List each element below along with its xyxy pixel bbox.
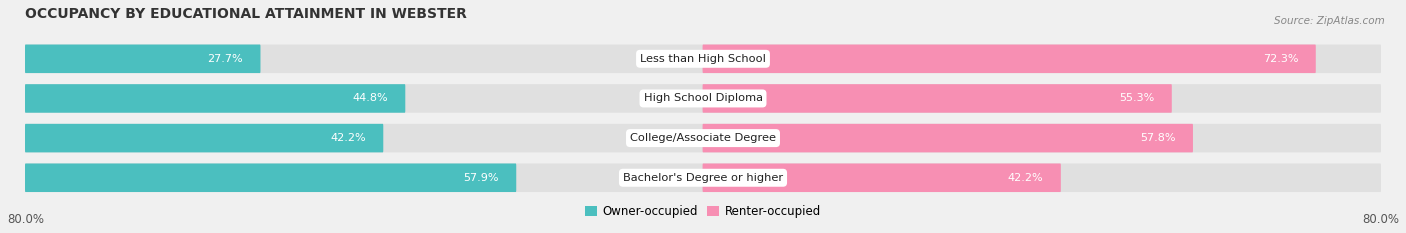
FancyBboxPatch shape xyxy=(703,84,1171,113)
Text: Bachelor's Degree or higher: Bachelor's Degree or higher xyxy=(623,173,783,183)
FancyBboxPatch shape xyxy=(703,124,1192,152)
FancyBboxPatch shape xyxy=(25,84,1381,113)
FancyBboxPatch shape xyxy=(25,124,1381,152)
FancyBboxPatch shape xyxy=(25,124,384,152)
Text: College/Associate Degree: College/Associate Degree xyxy=(630,133,776,143)
FancyBboxPatch shape xyxy=(25,45,260,73)
Text: 42.2%: 42.2% xyxy=(1008,173,1043,183)
Text: Less than High School: Less than High School xyxy=(640,54,766,64)
FancyBboxPatch shape xyxy=(25,164,516,192)
FancyBboxPatch shape xyxy=(703,164,1062,192)
Text: 42.2%: 42.2% xyxy=(330,133,366,143)
FancyBboxPatch shape xyxy=(25,84,405,113)
Text: 27.7%: 27.7% xyxy=(208,54,243,64)
FancyBboxPatch shape xyxy=(703,45,1316,73)
Legend: Owner-occupied, Renter-occupied: Owner-occupied, Renter-occupied xyxy=(579,201,827,223)
Text: OCCUPANCY BY EDUCATIONAL ATTAINMENT IN WEBSTER: OCCUPANCY BY EDUCATIONAL ATTAINMENT IN W… xyxy=(25,7,467,21)
Text: High School Diploma: High School Diploma xyxy=(644,93,762,103)
Text: 44.8%: 44.8% xyxy=(353,93,388,103)
Text: 72.3%: 72.3% xyxy=(1263,54,1298,64)
Text: 57.9%: 57.9% xyxy=(464,173,499,183)
Text: 55.3%: 55.3% xyxy=(1119,93,1154,103)
FancyBboxPatch shape xyxy=(25,45,1381,73)
Text: Source: ZipAtlas.com: Source: ZipAtlas.com xyxy=(1274,16,1385,26)
FancyBboxPatch shape xyxy=(25,164,1381,192)
Text: 57.8%: 57.8% xyxy=(1140,133,1175,143)
